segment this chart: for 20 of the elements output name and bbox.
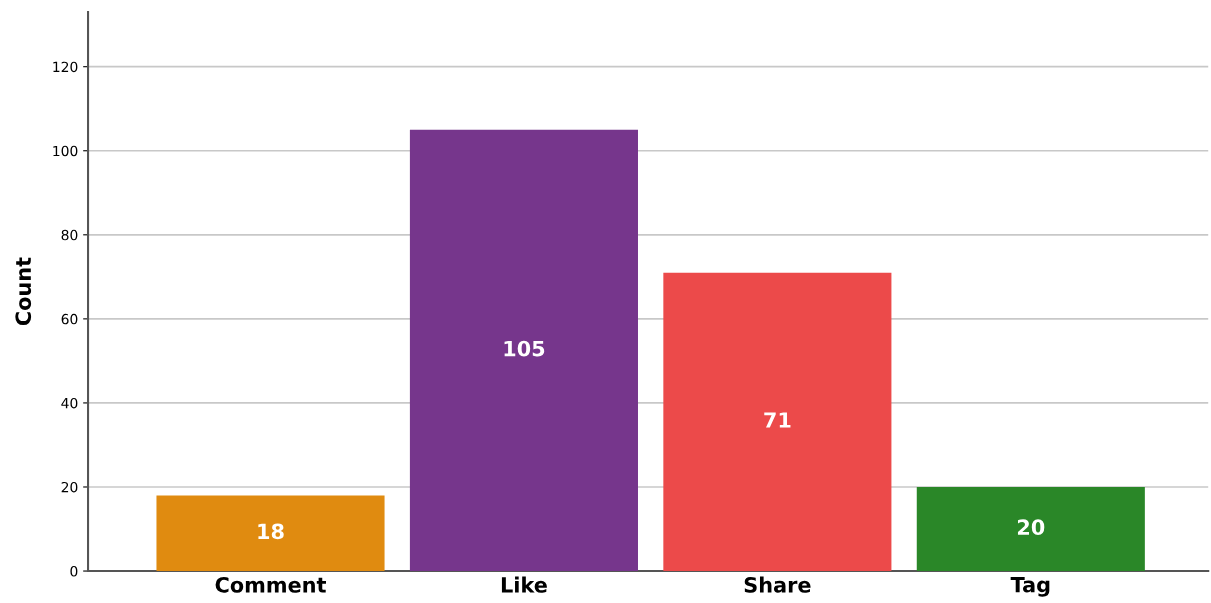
y-tick-label: 40 [61,397,78,409]
y-tick-label: 100 [53,145,78,157]
x-tick-label: Comment [215,576,326,593]
y-axis-title: Count [15,257,32,326]
x-tick-label: Like [501,576,547,593]
x-tick-label: Share [744,576,811,593]
y-tick-label: 80 [61,229,78,241]
bar [663,272,892,572]
data-label: 105 [504,340,545,357]
data-label: 20 [1017,519,1045,536]
x-tick-label: Tag [1010,577,1050,597]
bar [156,495,385,572]
y-tick-label: 120 [53,61,78,73]
bar [916,486,1145,572]
y-tick-label: 0 [70,566,78,577]
data-label: 71 [764,412,791,428]
bar [409,129,638,572]
y-tick-label: 20 [61,481,78,493]
y-tick-label: 60 [61,313,78,325]
data-label: 18 [258,523,284,540]
